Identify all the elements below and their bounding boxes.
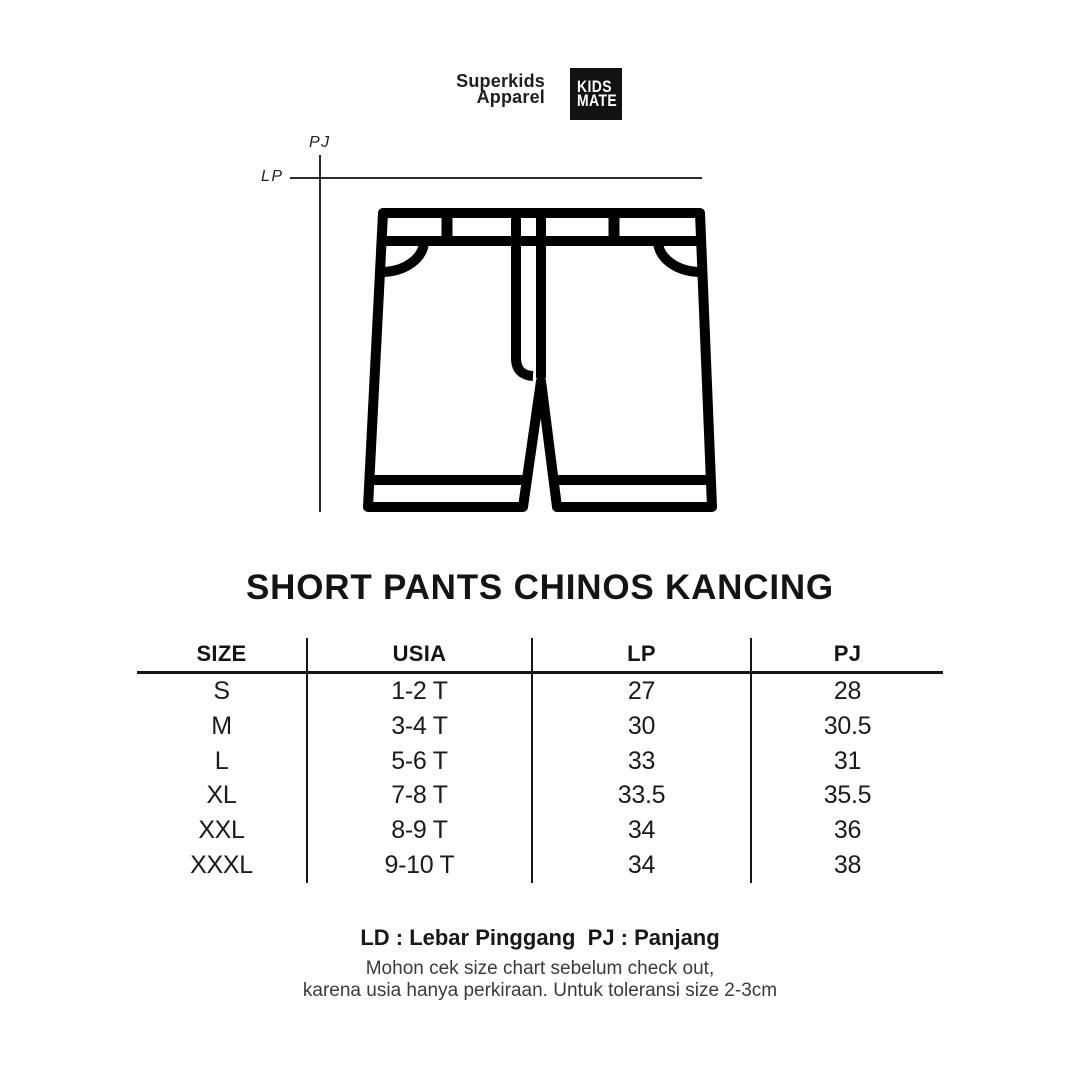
table-cell-pj: 28: [833, 677, 862, 705]
table-cell-size: L: [137, 743, 308, 779]
table-cell-lp: 30: [533, 708, 752, 744]
column-header-pj: PJ: [752, 638, 943, 674]
brand-name-line2: Apparel: [476, 86, 545, 107]
table-cell-size: XXXL: [137, 847, 308, 883]
table-cell-size: M: [137, 708, 308, 744]
table-cell-usia: 7-8 T: [308, 778, 533, 814]
disclaimer-line2: karena usia hanya perkiraan. Untuk toler…: [302, 979, 778, 1001]
brand-name-line1: Superkids: [456, 71, 545, 91]
table-cell-lp: 27: [533, 674, 752, 709]
logo-text-kids: KIDS: [577, 76, 612, 96]
table-cell-pj: 38: [833, 850, 862, 879]
lp-measure-label: LP: [261, 168, 284, 185]
shorts-outline: [363, 208, 717, 512]
logo-text-mate: MATE: [577, 91, 618, 110]
brand-wordmark: Superkids Apparel: [456, 71, 545, 107]
product-title: SHORT PANTS CHINOS KANCING: [246, 568, 834, 607]
disclaimer-line1: Mohon cek size chart sebelum check out,: [365, 958, 715, 979]
pj-measure-label: PJ: [309, 134, 331, 151]
lp-measure-line: [290, 177, 702, 179]
table-cell-lp: 34: [533, 847, 752, 883]
table-cell-lp: 33: [533, 743, 752, 779]
column-header-usia: USIA: [308, 638, 533, 674]
column-header-size: SIZE: [137, 638, 308, 674]
table-cell-pj: 30.5: [823, 711, 872, 740]
table-cell-size: XL: [137, 778, 308, 814]
table-cell-pj: 31: [833, 746, 862, 775]
table-cell-usia: 5-6 T: [308, 743, 533, 779]
disclaimer-note: Mohon cek size chart sebelum check out, …: [0, 958, 1080, 1001]
column-header-lp: LP: [533, 638, 752, 674]
table-cell-size: S: [137, 674, 308, 709]
table-cell-size: XXL: [137, 813, 308, 848]
table-cell-usia: 1-2 T: [308, 674, 533, 709]
measurement-legend: LD : Lebar Pinggang PJ : Panjang: [360, 925, 720, 950]
table-cell-usia: 9-10 T: [308, 847, 533, 883]
pj-measure-line: [319, 155, 321, 512]
shorts-pocket-right: [653, 240, 702, 277]
shorts-diagram-icon: [363, 208, 717, 512]
size-table: SIZE USIA LP PJ S 1-2 T 27 28 M 3-4 T 30…: [137, 638, 943, 883]
table-cell-usia: 8-9 T: [308, 813, 533, 848]
shorts-fly-left-line: [511, 212, 534, 381]
table-cell-pj: 35.5: [823, 781, 872, 810]
table-cell-lp: 33.5: [533, 778, 752, 814]
shorts-pocket-left: [380, 240, 429, 277]
table-cell-lp: 34: [533, 813, 752, 848]
kidsmate-logo: KIDS MATE: [570, 68, 622, 120]
table-cell-pj: 36: [833, 816, 862, 845]
table-cell-usia: 3-4 T: [308, 708, 533, 744]
